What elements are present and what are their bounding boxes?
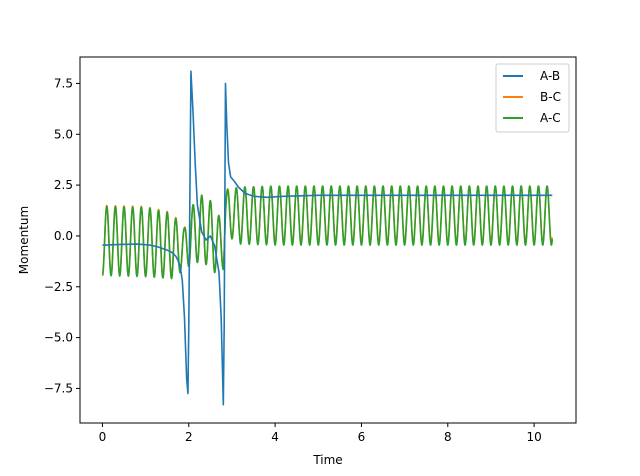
y-tick-label: 0.0 xyxy=(54,229,73,243)
x-tick-label: 2 xyxy=(185,430,193,444)
x-tick-label: 4 xyxy=(271,430,279,444)
y-tick-label: −7.5 xyxy=(44,381,73,395)
legend: A-B B-C A-C xyxy=(495,63,570,133)
x-axis: 0 2 4 6 8 10 xyxy=(99,423,542,444)
y-tick-label: 7.5 xyxy=(54,76,73,90)
y-tick-label: −2.5 xyxy=(44,280,73,294)
legend-label-b-c: B-C xyxy=(540,90,561,104)
y-tick-label: 5.0 xyxy=(54,127,73,141)
x-tick-label: 8 xyxy=(444,430,452,444)
series-line-a-c xyxy=(101,185,554,280)
y-tick-label: −5.0 xyxy=(44,331,73,345)
legend-box xyxy=(495,63,570,133)
y-axis-title: Momentum xyxy=(17,206,31,274)
x-axis-title: Time xyxy=(312,453,342,467)
series-layer xyxy=(101,70,554,406)
plot-frame xyxy=(79,56,577,424)
y-axis: −7.5 −5.0 −2.5 0.0 2.5 5.0 7.5 xyxy=(44,76,80,395)
x-tick-label: 0 xyxy=(99,430,107,444)
series-line-a-b xyxy=(102,70,553,406)
x-tick-label: 10 xyxy=(526,430,541,444)
legend-label-a-c: A-C xyxy=(540,111,561,125)
legend-label-a-b: A-B xyxy=(540,69,560,83)
y-tick-label: 2.5 xyxy=(54,178,73,192)
x-tick-label: 6 xyxy=(358,430,366,444)
